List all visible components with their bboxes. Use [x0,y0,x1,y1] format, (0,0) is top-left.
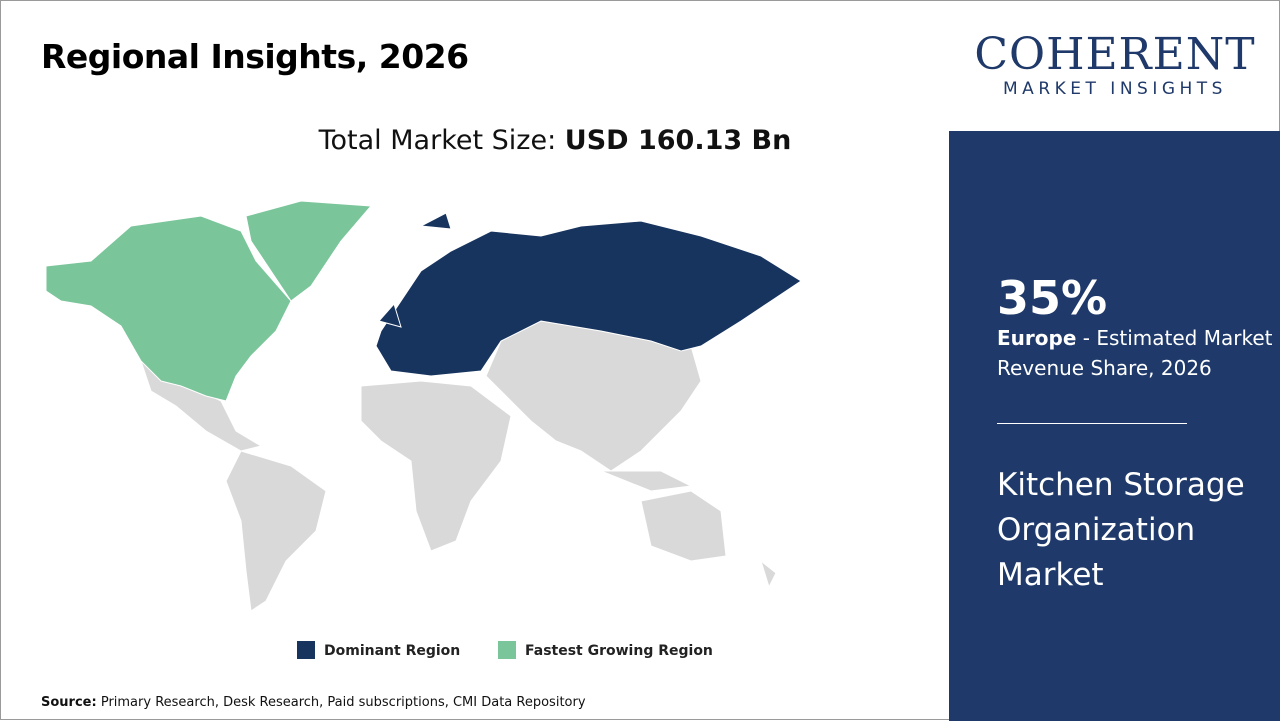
market-size: Total Market Size: USD 160.13 Bn [1,125,949,156]
share-desc: - Estimated Market Revenue Share, 2026 [997,326,1273,380]
share: 35% [997,271,1108,325]
region: Europe [997,326,1077,350]
market-size-value: USD 160.13 Bn [564,125,792,156]
legend-dominant: Dominant Region [297,641,460,659]
legend-label: Dominant Region [324,643,461,659]
world-map [45,200,802,612]
logo-top: COHERENT [974,29,1256,80]
share-text: Europe - Estimated Market Revenue Share,… [997,323,1277,383]
logo: COHERENT MARKET INSIGHTS [949,1,1280,131]
source-text: Primary Research, Desk Research, Paid su… [100,695,586,710]
market-size-label: Total Market Size: [318,125,557,156]
market-name: Kitchen Storage Organization Market [997,467,1245,593]
divider [997,423,1187,424]
source: Source: Primary Research, Desk Research,… [41,695,586,710]
title: Regional Insights, 2026 [41,37,469,76]
source-label: Source: [41,695,97,710]
legend-label: Fastest Growing Region [525,643,713,659]
logo-bottom: MARKET INSIGHTS [1003,79,1227,99]
legend-fastest: Fastest Growing Region [498,641,713,659]
side-panel: 35% Europe - Estimated Market Revenue Sh… [949,131,1280,721]
